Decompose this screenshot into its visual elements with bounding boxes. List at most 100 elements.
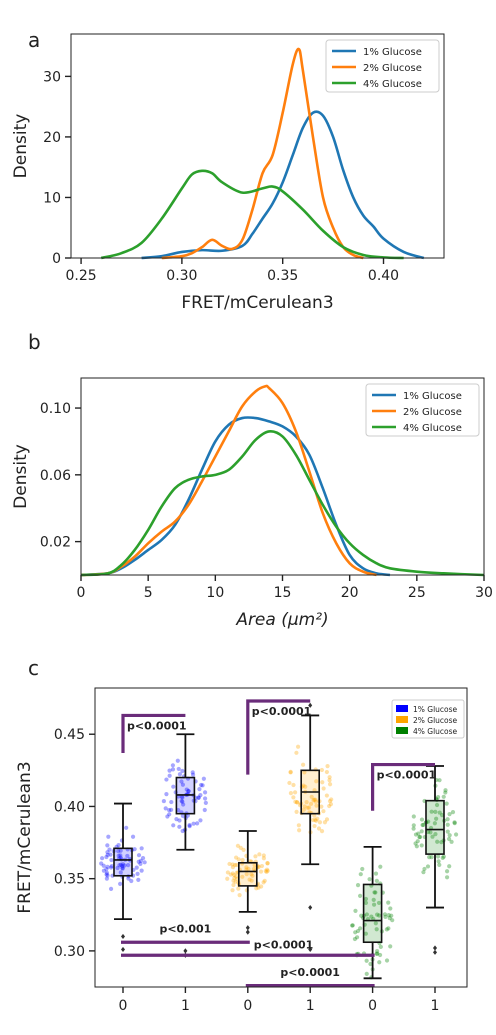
data-point <box>327 803 332 809</box>
data-point <box>363 931 368 936</box>
data-point <box>287 780 292 786</box>
data-point <box>328 802 334 807</box>
data-point <box>195 821 200 826</box>
legend: 1% Glucose 2% Glucose 4% Glucose <box>365 383 480 437</box>
data-point <box>180 768 185 774</box>
data-point <box>429 809 434 814</box>
data-point <box>288 791 294 796</box>
data-point <box>250 873 255 878</box>
data-point <box>105 843 110 848</box>
data-point <box>104 854 109 860</box>
data-point <box>389 913 394 918</box>
data-point <box>261 880 266 885</box>
data-point <box>288 769 293 774</box>
data-point <box>388 906 393 911</box>
data-point <box>320 780 325 785</box>
data-point <box>364 958 369 963</box>
box-outlier <box>121 946 125 953</box>
data-point <box>419 829 424 834</box>
data-point <box>140 856 146 861</box>
data-point <box>441 794 446 799</box>
data-point <box>187 823 192 828</box>
y-tick-label: 0.40 <box>54 799 85 815</box>
data-point <box>196 795 201 800</box>
data-point <box>313 797 318 802</box>
data-point <box>312 797 317 802</box>
data-point <box>324 793 329 798</box>
data-point <box>444 875 450 880</box>
data-point <box>415 839 420 844</box>
data-point <box>265 868 270 873</box>
x-tick-label: 1 <box>431 998 440 1014</box>
data-point <box>202 796 208 801</box>
data-point <box>443 788 448 793</box>
data-point <box>227 861 232 867</box>
data-point <box>122 863 127 868</box>
data-point <box>301 783 306 788</box>
y-axis-label: FRET/mCerulean3 <box>15 761 35 913</box>
data-point <box>449 839 454 844</box>
p-value-label: p<0.0001 <box>377 769 437 782</box>
data-point <box>120 863 125 869</box>
data-point <box>414 844 419 849</box>
data-point <box>358 926 363 931</box>
data-point <box>177 772 182 777</box>
data-point <box>373 890 378 895</box>
data-point <box>375 949 380 954</box>
data-point <box>352 936 358 942</box>
data-point <box>314 779 319 784</box>
data-point <box>444 869 450 874</box>
data-point <box>308 801 314 806</box>
data-point <box>234 862 239 868</box>
legend-swatch <box>396 716 408 723</box>
x-tick-label: 25 <box>408 585 426 601</box>
data-point <box>254 886 259 891</box>
data-point <box>293 799 298 804</box>
data-point <box>291 782 296 788</box>
data-point <box>411 826 416 831</box>
data-point <box>181 802 186 807</box>
data-point <box>236 857 241 862</box>
data-point <box>302 770 307 775</box>
data-point <box>384 927 389 932</box>
legend: 1% Glucose 2% Glucose 4% Glucose <box>325 39 440 93</box>
data-point <box>327 782 333 787</box>
data-point <box>413 832 419 837</box>
density-chart-a: 0.25 0.30 0.35 0.40 0 10 20 30 FRET/mCerulean3 De… <box>11 33 445 313</box>
x-tick-label: 1 <box>306 998 315 1014</box>
data-point <box>358 893 363 898</box>
x-tick-label: 0.30 <box>166 268 197 284</box>
legend-frame <box>391 699 465 739</box>
data-point <box>446 836 452 842</box>
data-point <box>411 823 416 828</box>
data-point <box>262 878 267 883</box>
data-point <box>304 800 309 805</box>
legend-label: 1% Glucose <box>413 705 458 714</box>
significance-annotation: p<0.0001 <box>371 762 437 811</box>
data-point <box>432 821 437 826</box>
data-point <box>231 882 236 888</box>
y-tick-label: 0.02 <box>40 535 71 551</box>
data-point <box>237 893 242 898</box>
data-point <box>180 795 185 800</box>
data-point <box>186 788 191 794</box>
x-tick-label: 0.25 <box>65 268 96 284</box>
density-chart-b: 0 5 10 15 20 25 30 0.02 0.06 0.10 Area (μm²) Densit… <box>11 377 493 630</box>
data-point <box>419 817 425 822</box>
data-point <box>171 784 176 789</box>
data-point <box>310 817 316 823</box>
data-point <box>382 912 388 917</box>
data-point <box>186 789 191 794</box>
data-point <box>139 868 144 873</box>
swarm-points <box>287 744 334 835</box>
data-point <box>108 886 114 891</box>
data-point <box>388 944 393 949</box>
data-point <box>425 864 431 869</box>
data-point <box>364 912 369 917</box>
data-point <box>169 807 174 812</box>
data-point <box>413 841 418 846</box>
data-point <box>309 794 314 800</box>
data-point <box>164 777 169 782</box>
data-point <box>236 886 241 891</box>
data-point <box>139 846 144 851</box>
